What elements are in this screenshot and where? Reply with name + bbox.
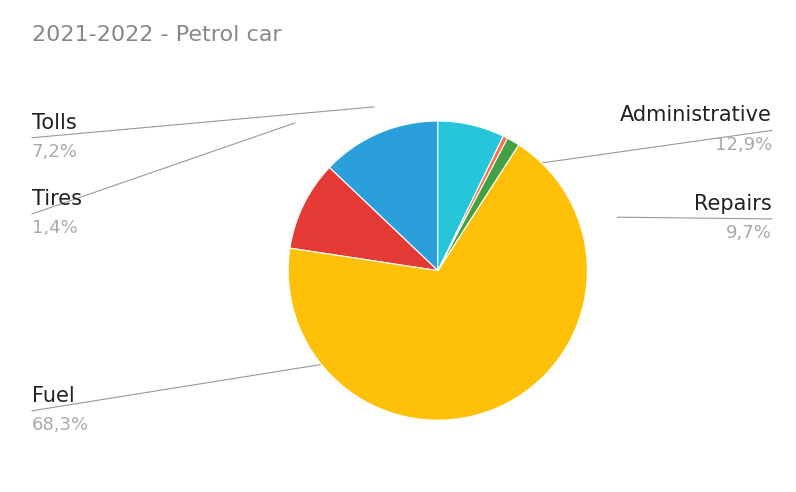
Text: 7,2%: 7,2% — [32, 143, 78, 161]
Text: 9,7%: 9,7% — [726, 224, 772, 242]
Text: 1,4%: 1,4% — [32, 219, 77, 237]
Wedge shape — [438, 136, 507, 271]
Text: Tolls: Tolls — [32, 113, 76, 133]
Wedge shape — [438, 138, 519, 271]
Wedge shape — [288, 145, 587, 420]
Wedge shape — [290, 168, 438, 271]
Text: 12,9%: 12,9% — [715, 135, 772, 154]
Text: Repairs: Repairs — [694, 194, 772, 214]
Text: 2021-2022 - Petrol car: 2021-2022 - Petrol car — [32, 25, 282, 45]
Text: Administrative: Administrative — [620, 105, 772, 125]
Text: Fuel: Fuel — [32, 386, 75, 405]
Text: 68,3%: 68,3% — [32, 416, 89, 434]
Wedge shape — [330, 121, 438, 271]
Wedge shape — [438, 121, 503, 271]
Text: Tires: Tires — [32, 189, 82, 209]
